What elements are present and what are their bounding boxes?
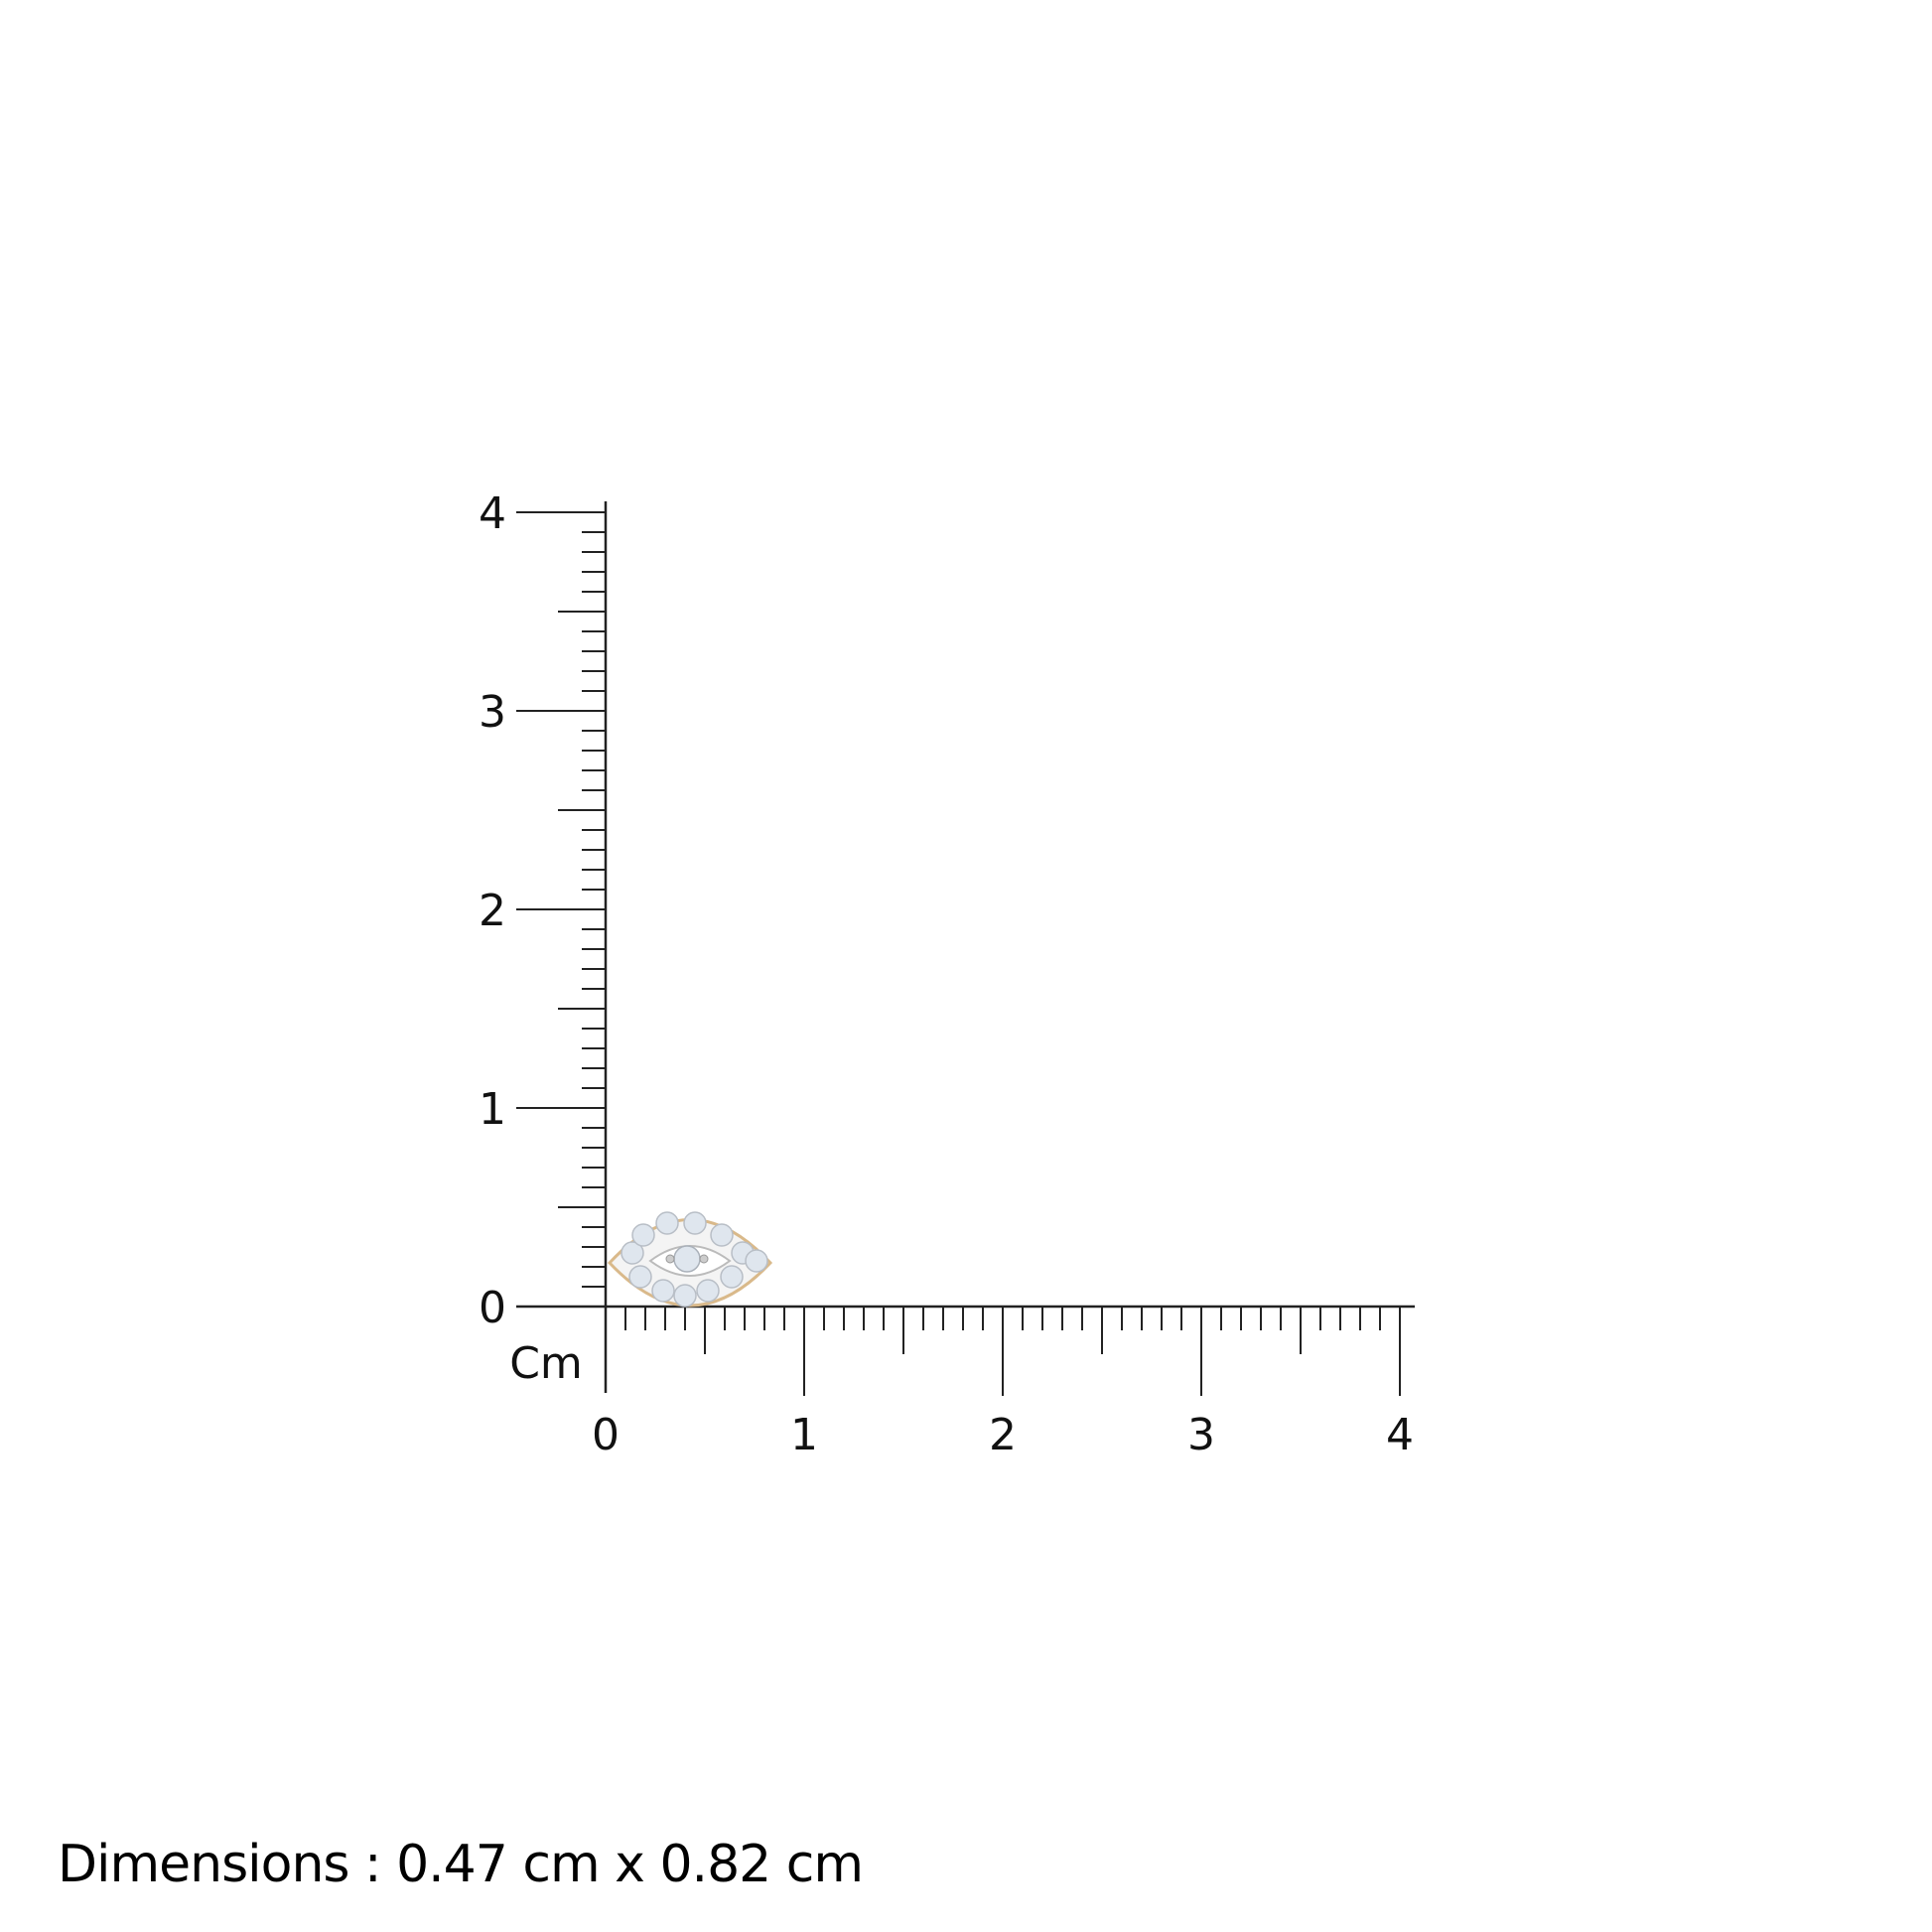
y-tick-label: 4	[479, 488, 506, 539]
y-tick-label: 0	[479, 1283, 506, 1333]
x-tick-label: 2	[989, 1410, 1017, 1460]
prong	[699, 1254, 709, 1264]
diamond-stone	[651, 1279, 675, 1303]
x-tick-label: 0	[592, 1410, 620, 1460]
diamond-stone	[710, 1223, 734, 1247]
prong	[665, 1254, 675, 1264]
y-tick-label: 3	[479, 687, 506, 738]
diamond-stone	[621, 1241, 644, 1265]
diamond-stone	[696, 1279, 720, 1303]
x-tick-label: 4	[1386, 1410, 1414, 1460]
diamond-stone	[745, 1249, 768, 1273]
y-tick-label: 1	[479, 1084, 506, 1135]
diamond-stone	[655, 1211, 679, 1235]
x-tick-label: 3	[1187, 1410, 1215, 1460]
y-tick-label: 2	[479, 886, 506, 936]
diamond-stone	[628, 1265, 652, 1289]
earring-image	[607, 1211, 773, 1308]
unit-label: Cm	[509, 1338, 583, 1389]
diamond-stone	[720, 1265, 744, 1289]
diamond-stone	[631, 1223, 655, 1247]
diamond-stone	[683, 1211, 707, 1235]
diamond-stone	[673, 1284, 697, 1308]
dimensions-caption: Dimensions : 0.47 cm x 0.82 cm	[58, 1835, 864, 1894]
center-diamond	[673, 1245, 701, 1273]
x-tick-label: 1	[790, 1410, 818, 1460]
